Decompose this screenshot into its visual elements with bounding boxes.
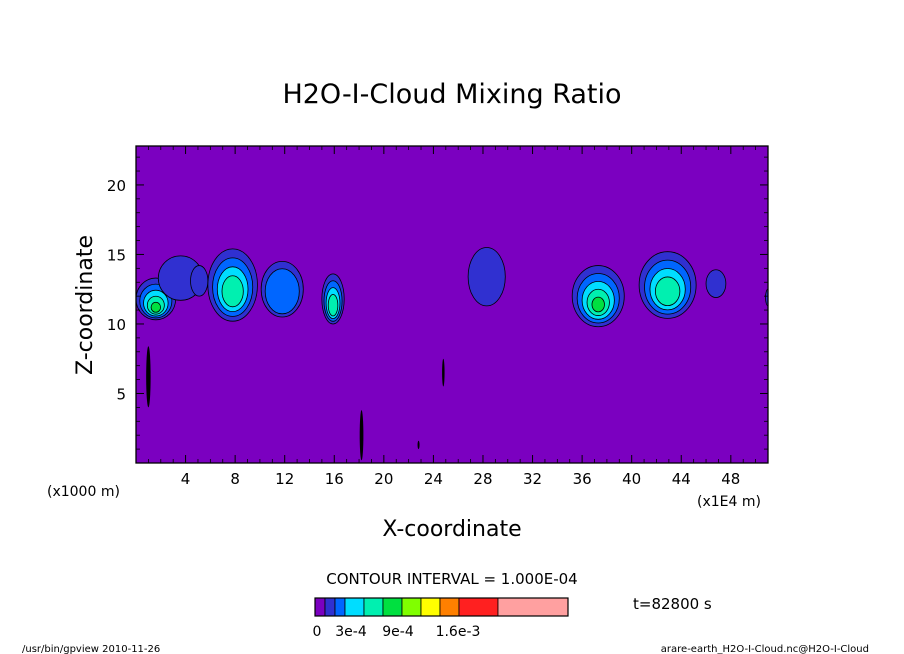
cloud-cell <box>467 247 506 307</box>
colorbar-tick-labels: 0 3e-4 9e-4 1.6e-3 <box>313 624 481 640</box>
x-units-left: (x1000 m) <box>47 484 120 500</box>
cloud-cell <box>571 265 625 328</box>
x-axis-label: X-coordinate <box>382 517 521 542</box>
colorbar-swatch <box>497 597 569 617</box>
contour-level <box>327 294 339 317</box>
colorbar-frame <box>314 597 569 617</box>
x-axis-ticks: 4 8 12 16 20 24 28 32 36 40 44 48 <box>147 146 757 488</box>
cloud-cell <box>638 251 697 319</box>
cloud-cell <box>260 260 304 318</box>
contour-interval-label: CONTOUR INTERVAL = 1.000E-04 <box>326 570 577 588</box>
colorbar-swatch <box>363 597 384 617</box>
y-tick-label: 15 <box>107 246 126 264</box>
contour-level <box>264 268 300 315</box>
contour-level <box>467 247 506 307</box>
x-tick-label: 4 <box>181 470 191 488</box>
cloud-cell <box>321 273 345 325</box>
colorbar-tick-label: 1.6e-3 <box>436 624 481 640</box>
contour-field <box>136 247 768 461</box>
x-tick-label: 32 <box>523 470 542 488</box>
x-tick-label: 8 <box>230 470 240 488</box>
footer-left: /usr/bin/gpview 2010-11-26 <box>22 644 160 654</box>
cloud-cell <box>190 265 209 297</box>
footer-right: arare-earth_H2O-I-Cloud.nc@H2O-I-Cloud <box>661 644 869 654</box>
time-label: t=82800 s <box>633 595 712 613</box>
y-tick-label: 5 <box>116 385 126 403</box>
x-tick-label: 44 <box>672 470 691 488</box>
thin-feature <box>417 440 420 450</box>
colorbar-swatch <box>324 597 336 617</box>
contour-level <box>221 275 244 308</box>
colorbar-swatch <box>314 597 326 617</box>
x-tick-label: 20 <box>374 470 393 488</box>
x-tick-label: 16 <box>325 470 344 488</box>
thin-feature <box>146 346 151 408</box>
colorbar-tick-label: 9e-4 <box>382 624 414 640</box>
y-axis-label: Z-coordinate <box>73 235 98 375</box>
contour-level <box>190 265 209 297</box>
colorbar-swatch <box>334 597 346 617</box>
x-tick-label: 28 <box>473 470 492 488</box>
x-tick-label: 40 <box>622 470 641 488</box>
x-tick-label: 36 <box>573 470 592 488</box>
colorbar-swatch <box>344 597 365 617</box>
cloud-cell <box>705 269 727 298</box>
colorbar-swatch <box>420 597 441 617</box>
colorbar-swatch <box>439 597 460 617</box>
y-axis-ticks: 5 10 15 20 <box>107 156 768 450</box>
plot-frame <box>135 145 769 464</box>
contour-level <box>705 269 727 298</box>
colorbar-swatch <box>401 597 422 617</box>
cloud-cell <box>207 248 258 322</box>
thin-feature <box>442 358 445 387</box>
thin-feature <box>359 410 364 461</box>
x-units-right: (x1E4 m) <box>697 494 761 510</box>
chart-title: H2O-I-Cloud Mixing Ratio <box>282 79 621 110</box>
colorbar-swatch <box>458 597 499 617</box>
x-tick-label: 12 <box>275 470 294 488</box>
y-tick-label: 10 <box>107 316 126 334</box>
contour-level <box>654 276 681 307</box>
contour-level <box>591 296 605 313</box>
y-tick-label: 20 <box>107 177 126 195</box>
colorbar-tick-label: 3e-4 <box>335 624 367 640</box>
colorbar-tick-label: 0 <box>313 624 322 640</box>
x-tick-label: 24 <box>424 470 443 488</box>
contour-level <box>150 301 161 313</box>
colorbar <box>314 597 569 617</box>
colorbar-swatch <box>382 597 403 617</box>
x-tick-label: 48 <box>721 470 740 488</box>
cloud-cell <box>136 277 177 321</box>
